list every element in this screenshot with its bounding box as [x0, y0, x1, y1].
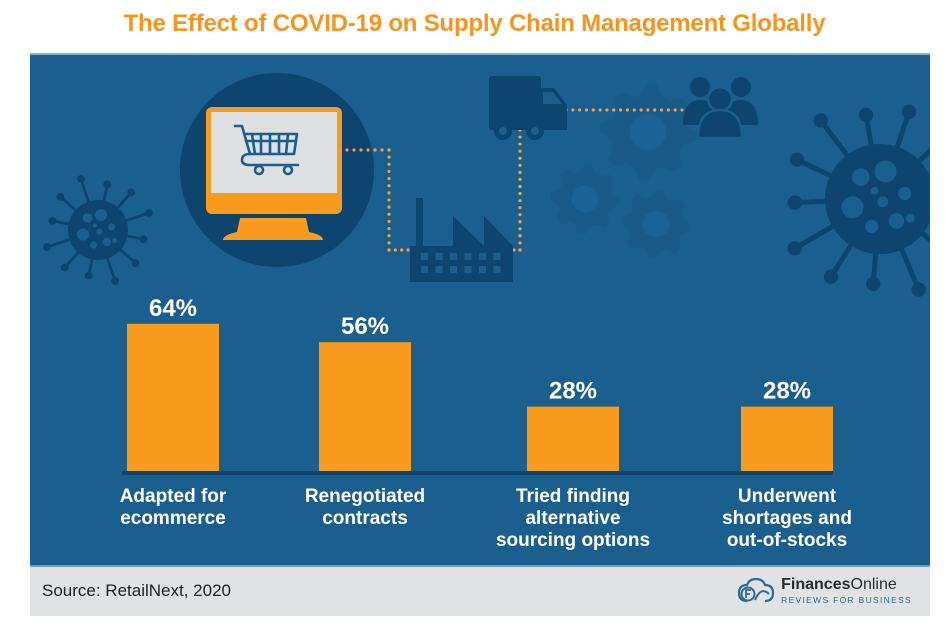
infographic-panel: 64% Adapted for ecommerce 56% Renegotiated co…: [30, 53, 930, 565]
category-label-line: shortages and: [722, 508, 852, 529]
bar-value-label: 28%: [549, 378, 597, 405]
chart-title: The Effect of COVID-19 on Supply Chain M…: [123, 10, 826, 37]
shopping-cart-icon: [233, 124, 300, 176]
bar-1: [127, 323, 219, 471]
chart-canvas: 64% Adapted for ecommerce 56% Renegotiated co…: [43, 73, 930, 551]
brand-name-light: Online: [850, 576, 897, 594]
category-label-line: ecommerce: [120, 508, 226, 529]
bar-value-label: 64%: [149, 295, 197, 322]
category-label-line: Underwent: [738, 486, 837, 507]
category-label-line: Adapted for: [120, 486, 227, 507]
bar-value-label: 56%: [341, 313, 389, 340]
bar-3: [527, 406, 619, 471]
category-label: Renegotiated contracts: [305, 486, 425, 529]
category-label: Adapted for ecommerce: [120, 486, 227, 529]
brand-logo: FinancesOnline REVIEWS FOR BUSINESS: [737, 574, 912, 608]
category-label-line: Renegotiated: [305, 486, 425, 507]
bar-2: [319, 342, 411, 471]
category-label: Tried finding alternative sourcing options: [496, 486, 650, 551]
brand-name-bold: Finances: [781, 576, 851, 594]
virus-icon-right: [787, 104, 930, 297]
truck-icon: [489, 76, 567, 140]
category-label-line: contracts: [322, 508, 408, 529]
dotted-connector: [338, 108, 684, 252]
factory-icon: [410, 198, 513, 282]
gears-icon: [550, 84, 696, 259]
category-label-line: out-of-stocks: [727, 530, 847, 551]
cloud-logo-icon: [738, 578, 775, 603]
category-label: Underwent shortages and out-of-stocks: [722, 486, 852, 551]
category-label-line: alternative: [525, 508, 620, 529]
shopping-cart-monitor-icon: [206, 107, 342, 240]
brand-tagline: REVIEWS FOR BUSINESS: [781, 595, 912, 606]
virus-icon-left: [43, 175, 153, 285]
footer: Source: RetailNext, 2020 FinancesOnline …: [30, 565, 930, 616]
source-text: Source: RetailNext, 2020: [42, 581, 231, 600]
category-label-line: Tried finding: [516, 486, 630, 507]
bar-4: [741, 406, 833, 471]
people-group-icon: [683, 77, 758, 140]
bar-value-label: 28%: [763, 378, 811, 405]
category-label-line: sourcing options: [496, 530, 650, 551]
